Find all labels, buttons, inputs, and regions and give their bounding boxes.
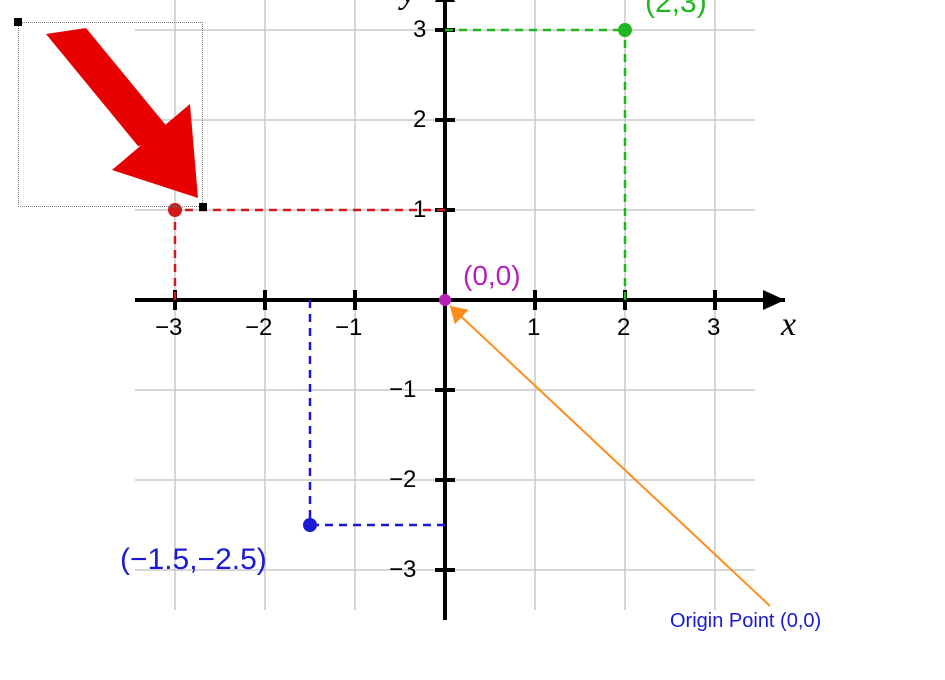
origin-callout-text: Origin Point (0,0) <box>670 610 821 633</box>
arrow-selection-box[interactable] <box>18 22 203 207</box>
selection-handle-top-left[interactable] <box>14 18 22 26</box>
selection-handle-bottom-right[interactable] <box>199 203 207 211</box>
x-tick-label: −3 <box>155 314 182 342</box>
y-tick-label: 3 <box>413 16 426 44</box>
y-tick-label: −2 <box>389 466 416 494</box>
x-tick-label: 2 <box>617 314 630 342</box>
point-label-blue: (−1.5,−2.5) <box>120 543 267 577</box>
y-tick-label: −1 <box>389 376 416 404</box>
point-label-origin: (0,0) <box>463 260 521 292</box>
y-axis-label: y <box>401 0 416 12</box>
x-axis-label: x <box>781 306 796 344</box>
y-tick-label: 2 <box>413 106 426 134</box>
point-label-green: (2,3) <box>645 0 707 20</box>
y-tick-label: −3 <box>389 556 416 584</box>
x-tick-label: −2 <box>245 314 272 342</box>
x-tick-label: −1 <box>335 314 362 342</box>
y-tick-label: 1 <box>413 196 426 224</box>
x-tick-label: 1 <box>527 314 540 342</box>
x-tick-label: 3 <box>707 314 720 342</box>
